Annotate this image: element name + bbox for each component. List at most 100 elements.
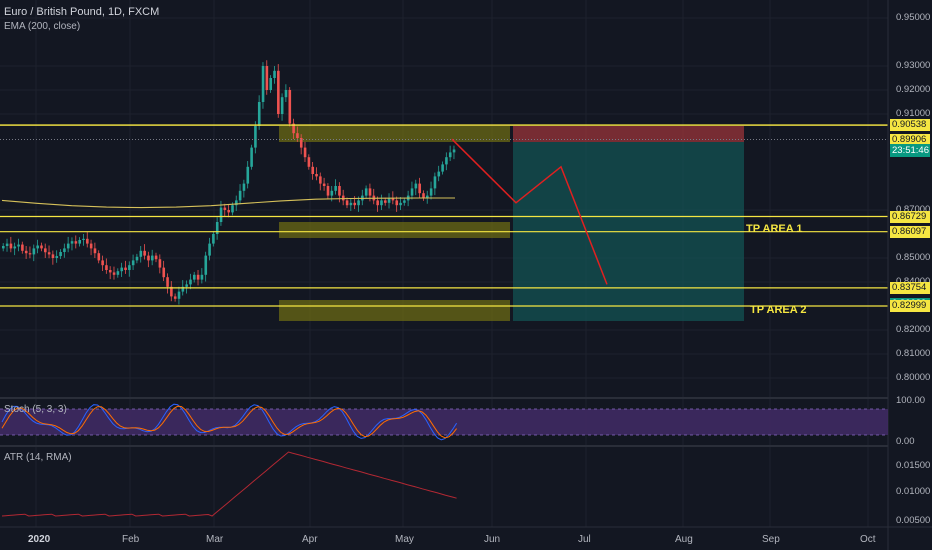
candle-body — [284, 90, 288, 98]
candle-body — [273, 70, 276, 78]
candle-body — [307, 157, 311, 167]
atr-tick-3: 0.00500 — [896, 515, 931, 526]
chart-grid — [0, 0, 888, 527]
candle-body — [24, 250, 28, 254]
candle-body — [395, 200, 399, 206]
candle-body — [319, 176, 322, 184]
candle-body — [2, 246, 5, 249]
candle-body — [246, 166, 250, 184]
atr-tick-2: 0.01000 — [896, 486, 931, 497]
x-tick-label: Oct — [860, 534, 876, 545]
candle-body — [441, 164, 444, 172]
candle-body — [40, 245, 43, 249]
candle-body — [147, 255, 150, 261]
candle-body — [437, 171, 441, 177]
price-axis-label: 0.83754 — [890, 281, 930, 294]
y-tick-label: 0.91000 — [896, 108, 931, 119]
candle-body — [108, 270, 112, 273]
candle-body — [391, 198, 395, 201]
tp-area-1-label: TP AREA 1 — [746, 223, 803, 235]
candle-body — [5, 243, 9, 246]
candle-body — [414, 183, 418, 189]
candle-body — [223, 207, 227, 210]
candle-body — [181, 286, 185, 292]
candle-body — [66, 243, 70, 249]
ema-indicator-label[interactable]: EMA (200, close) — [4, 21, 81, 32]
candle-body — [17, 244, 20, 247]
zone-tp1 — [279, 222, 510, 238]
candlestick-series — [2, 60, 456, 305]
price-axis-label: 0.86097 — [890, 225, 930, 238]
candle-body — [261, 66, 265, 102]
stoch-band — [0, 409, 888, 435]
candle-body — [128, 265, 131, 270]
projection-path[interactable] — [451, 138, 608, 285]
candle-body — [280, 97, 284, 114]
candle-body — [185, 284, 188, 287]
candle-body — [200, 274, 204, 280]
candle-body — [410, 188, 414, 196]
candle-body — [227, 210, 230, 213]
candle-body — [296, 133, 299, 138]
candle-body — [299, 138, 303, 148]
zone-supply-top — [279, 126, 510, 142]
candle-body — [426, 195, 429, 198]
price-axis-label: 0.86729 — [890, 210, 930, 223]
x-tick-label: 2020 — [28, 534, 51, 545]
y-tick-label: 0.85000 — [896, 252, 931, 263]
y-tick-label: 0.80000 — [896, 372, 931, 383]
candle-body — [448, 152, 452, 158]
candle-body — [13, 246, 17, 249]
candle-body — [36, 245, 39, 249]
candle-body — [82, 238, 85, 240]
candle-body — [311, 166, 315, 174]
candle-body — [368, 188, 372, 196]
candle-body — [254, 126, 257, 148]
candle-body — [154, 255, 158, 260]
candle-body — [63, 248, 66, 252]
atr-indicator-label[interactable]: ATR (14, RMA) — [4, 452, 72, 463]
candle-body — [235, 200, 238, 206]
y-tick-label: 0.93000 — [896, 60, 931, 71]
atr-tick-1: 0.01500 — [896, 460, 931, 471]
candle-body — [139, 250, 143, 257]
candle-body — [315, 174, 318, 177]
price-axis-label: 0.82999 — [890, 300, 930, 313]
candle-body — [341, 195, 345, 201]
candle-body — [189, 279, 192, 285]
candle-body — [9, 243, 13, 249]
candle-body — [135, 256, 139, 261]
price-axis-label: 0.90538 — [890, 119, 930, 132]
candle-body — [86, 238, 89, 244]
stoch-indicator-label[interactable]: Stoch (5, 3, 3) — [4, 404, 67, 415]
candle-body — [349, 202, 353, 206]
candle-body — [357, 200, 360, 206]
stop-loss-zone[interactable] — [513, 126, 744, 142]
candle-body — [120, 267, 124, 272]
ema-200-line — [1, 197, 455, 209]
candle-body — [28, 253, 32, 255]
candle-body — [238, 190, 242, 201]
candle-body — [288, 90, 292, 124]
candle-body — [70, 241, 74, 244]
y-tick-label: 0.82000 — [896, 324, 931, 335]
horizontal-levels[interactable] — [0, 124, 888, 307]
candle-body — [215, 222, 219, 234]
x-tick-label: Feb — [122, 534, 140, 545]
candle-body — [326, 186, 330, 196]
candle-body — [47, 252, 51, 255]
chart-title: Euro / British Pound, 1D, FXCM — [4, 6, 160, 18]
candle-body — [196, 274, 200, 280]
candle-body — [418, 183, 421, 194]
candle-body — [143, 250, 146, 256]
candle-body — [51, 254, 55, 258]
candle-body — [97, 253, 101, 261]
y-tick-label: 0.92000 — [896, 84, 931, 95]
price-axis-label: 0.89906 — [890, 134, 930, 147]
candle-body — [277, 70, 280, 114]
x-tick-label: Aug — [675, 534, 693, 545]
candle-body — [380, 200, 383, 206]
y-tick-label: 0.81000 — [896, 348, 931, 359]
zone-tp2 — [279, 300, 510, 321]
